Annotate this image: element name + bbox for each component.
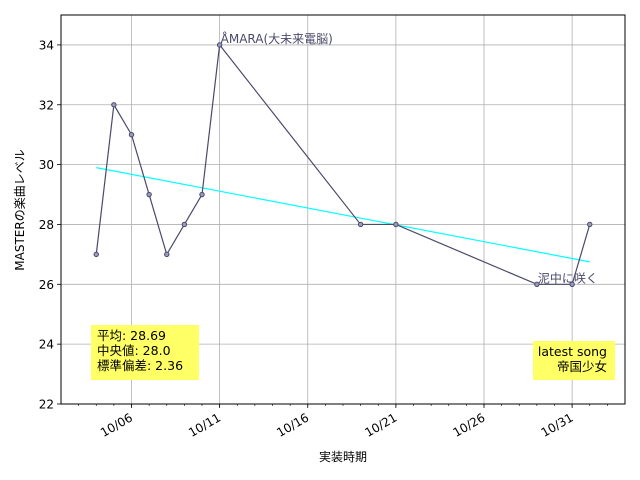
y-axis-label: MASTERの楽曲レベル bbox=[13, 149, 27, 270]
x-tick-label: 10/26 bbox=[451, 410, 488, 439]
data-point bbox=[164, 251, 170, 258]
x-axis-label: 実装時期 bbox=[319, 449, 367, 464]
data-point bbox=[357, 221, 364, 228]
data-point bbox=[181, 221, 188, 228]
data-point bbox=[216, 42, 223, 48]
y-tick-label: 32 bbox=[39, 98, 54, 112]
y-tick-label: 24 bbox=[39, 338, 54, 352]
data-point bbox=[128, 131, 135, 138]
latest-box: latest song 帝国少女 bbox=[533, 341, 615, 380]
data-point bbox=[146, 191, 152, 198]
stats-stddev: 標準偏差: 2.36 bbox=[97, 358, 183, 373]
y-tick-label: 34 bbox=[39, 38, 54, 52]
latest-song-title: 帝国少女 bbox=[557, 359, 607, 374]
data-point bbox=[111, 102, 117, 108]
trendline-layer bbox=[96, 167, 590, 263]
x-tick-label: 10/16 bbox=[274, 410, 311, 439]
y-tick-label: 26 bbox=[39, 278, 54, 292]
x-tick-label: 10/06 bbox=[98, 410, 135, 439]
y-tick-label: 22 bbox=[39, 398, 54, 412]
data-point bbox=[93, 251, 99, 258]
x-tick-label: 10/21 bbox=[362, 410, 399, 439]
stats-box: 平均: 28.69 中央値: 28.0 標準偏差: 2.36 bbox=[91, 325, 199, 380]
stats-mean: 平均: 28.69 bbox=[97, 328, 166, 343]
annotations: ÅMARA(大未来電脳) 泥中に咲く bbox=[221, 31, 598, 285]
y-tick-label: 30 bbox=[39, 158, 54, 172]
annotation-label: ÅMARA(大未来電脳) bbox=[221, 31, 333, 46]
stats-box-bg bbox=[91, 325, 199, 380]
data-point bbox=[569, 281, 575, 288]
data-point bbox=[393, 221, 399, 228]
data-point bbox=[199, 191, 205, 198]
y-tick-label: 28 bbox=[39, 218, 54, 232]
latest-box-bg bbox=[533, 341, 615, 380]
points-layer bbox=[93, 42, 593, 288]
data-point bbox=[587, 221, 593, 228]
annotation-label: 泥中に咲く bbox=[538, 270, 598, 285]
latest-label: latest song bbox=[538, 344, 607, 359]
data-point bbox=[534, 281, 540, 288]
x-tick-label: 10/11 bbox=[186, 410, 223, 439]
trendline bbox=[96, 167, 590, 263]
x-tick-label: 10/31 bbox=[539, 410, 576, 439]
stats-median: 中央値: 28.0 bbox=[97, 343, 171, 358]
